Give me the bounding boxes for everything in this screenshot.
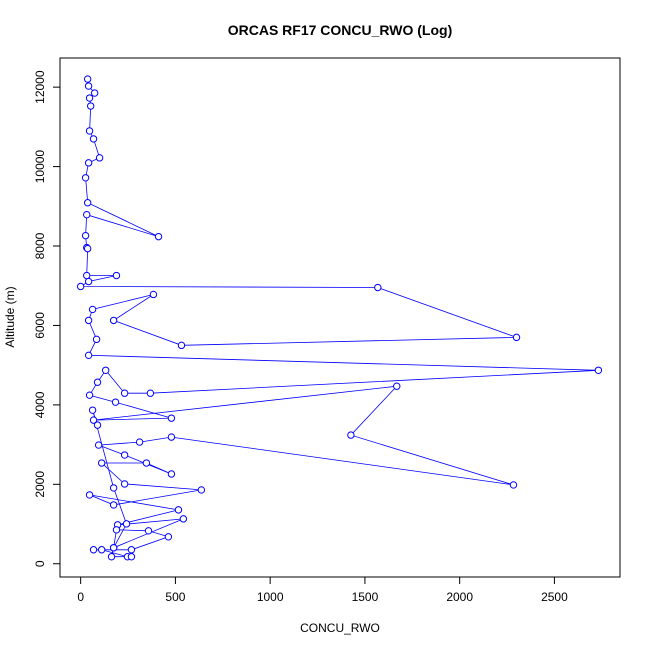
y-tick-label: 6000 — [33, 312, 47, 339]
data-point — [85, 127, 94, 135]
data-point — [76, 282, 85, 291]
x-tick-label: 500 — [165, 590, 185, 604]
data-point — [149, 290, 158, 299]
data-point — [167, 433, 176, 441]
y-tick-label: 4000 — [33, 391, 47, 418]
y-tick-label: 2000 — [33, 471, 47, 498]
data-point — [83, 244, 92, 253]
data-point — [83, 271, 91, 280]
data-point — [84, 351, 93, 360]
data-point — [347, 431, 355, 439]
data-point — [111, 398, 120, 406]
y-tick-label: 0 — [33, 560, 47, 567]
data-point — [85, 94, 94, 102]
data-point — [88, 406, 97, 414]
data-point — [127, 553, 136, 561]
data-point — [197, 486, 206, 494]
data-point — [174, 506, 183, 514]
data-point — [90, 89, 99, 97]
data-point — [594, 366, 603, 374]
data-point — [144, 527, 153, 535]
data-point — [512, 333, 521, 342]
x-tick-label: 1500 — [352, 590, 379, 604]
data-point — [107, 553, 116, 561]
data-point — [164, 533, 173, 541]
y-tick-label: 8000 — [33, 232, 47, 259]
y-axis-label: Altitude (m) — [3, 286, 17, 347]
data-point — [509, 481, 518, 489]
data-point — [109, 484, 118, 492]
data-point — [120, 451, 129, 459]
data-point — [85, 491, 94, 499]
data-point — [84, 82, 93, 90]
data-point — [120, 480, 129, 488]
chart-title: ORCAS RF17 CONCU_RWO (Log) — [228, 22, 453, 38]
data-point — [167, 470, 176, 478]
data-point — [84, 159, 93, 167]
data-point — [154, 232, 163, 241]
data-point — [146, 389, 155, 397]
data-point — [83, 75, 92, 83]
data-point — [167, 414, 176, 422]
data-point — [89, 135, 98, 143]
data-point — [109, 544, 118, 552]
data-point — [112, 526, 121, 534]
data-point — [109, 501, 118, 509]
data-point — [81, 174, 90, 182]
data-point — [93, 421, 102, 429]
data-point — [97, 459, 106, 467]
data-point — [177, 341, 186, 350]
data-point — [84, 316, 93, 325]
data-point — [393, 382, 401, 390]
data-point — [122, 520, 131, 528]
data-point — [85, 391, 94, 399]
data-point — [135, 438, 144, 446]
data-point — [142, 459, 151, 467]
data-point — [179, 515, 188, 523]
data-line — [79, 79, 599, 558]
x-tick-label: 2000 — [446, 590, 473, 604]
y-tick-label: 12000 — [33, 70, 47, 104]
data-point — [92, 335, 101, 344]
data-point — [83, 210, 91, 219]
data-point — [97, 546, 106, 554]
data-point — [88, 305, 97, 314]
plot-frame — [59, 57, 621, 578]
x-tick-label: 2500 — [541, 590, 568, 604]
data-point — [89, 546, 98, 554]
data-point — [84, 277, 93, 286]
y-tick-label: 10000 — [33, 150, 47, 184]
data-point — [94, 441, 103, 449]
data-point — [101, 366, 110, 374]
data-point — [109, 316, 118, 325]
data-point — [87, 102, 95, 110]
data-point — [127, 546, 136, 554]
data-point — [83, 199, 92, 207]
x-tick-label: 0 — [77, 590, 84, 604]
data-point — [95, 154, 104, 162]
x-axis-label: CONCU_RWO — [300, 621, 380, 635]
x-tick-label: 1000 — [257, 590, 284, 604]
data-point — [81, 231, 90, 240]
data-point — [89, 416, 98, 424]
data-point — [93, 378, 102, 386]
data-point — [120, 389, 129, 397]
data-point — [112, 271, 121, 280]
data-point — [374, 283, 382, 292]
